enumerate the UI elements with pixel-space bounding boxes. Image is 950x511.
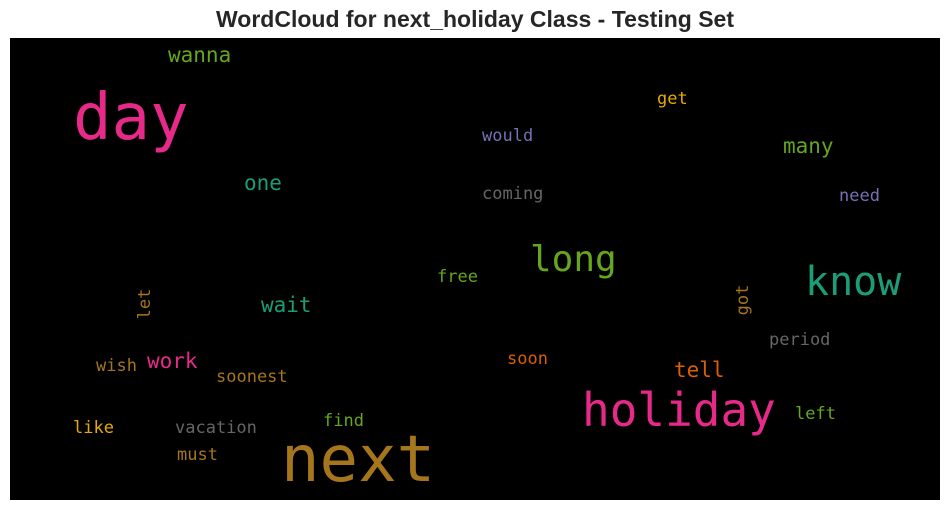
word-wanna: wanna (168, 43, 231, 67)
word-need: need (839, 186, 880, 206)
word-many: many (783, 134, 834, 158)
word-let: let (135, 289, 155, 320)
word-know: know (805, 259, 902, 305)
word-get: get (657, 89, 688, 109)
word-left: left (795, 404, 836, 424)
word-must: must (177, 445, 218, 465)
word-vacation: vacation (175, 418, 257, 438)
word-got: got (733, 285, 753, 316)
word-period: period (769, 330, 830, 350)
word-would: would (482, 126, 533, 146)
word-cloud-panel: day next holiday know long wanna one wait work ma… (10, 38, 940, 500)
word-free: free (437, 267, 478, 287)
word-cloud: day next holiday know long wanna one wait work ma… (10, 38, 940, 500)
word-work: work (147, 349, 198, 373)
word-day: day (73, 81, 189, 155)
word-one: one (244, 171, 282, 195)
word-holiday: holiday (582, 383, 776, 437)
chart-title: WordCloud for next_holiday Class - Testi… (216, 6, 734, 32)
word-coming: coming (482, 184, 543, 204)
word-wait: wait (261, 293, 312, 317)
word-cloud-background (10, 38, 940, 500)
word-soon: soon (507, 349, 548, 369)
word-find: find (323, 411, 364, 431)
word-tell: tell (674, 358, 725, 382)
word-soonest: soonest (216, 367, 288, 387)
word-wish: wish (96, 356, 137, 376)
word-long: long (530, 239, 617, 280)
word-like: like (73, 418, 114, 438)
word-next: next (281, 423, 435, 497)
